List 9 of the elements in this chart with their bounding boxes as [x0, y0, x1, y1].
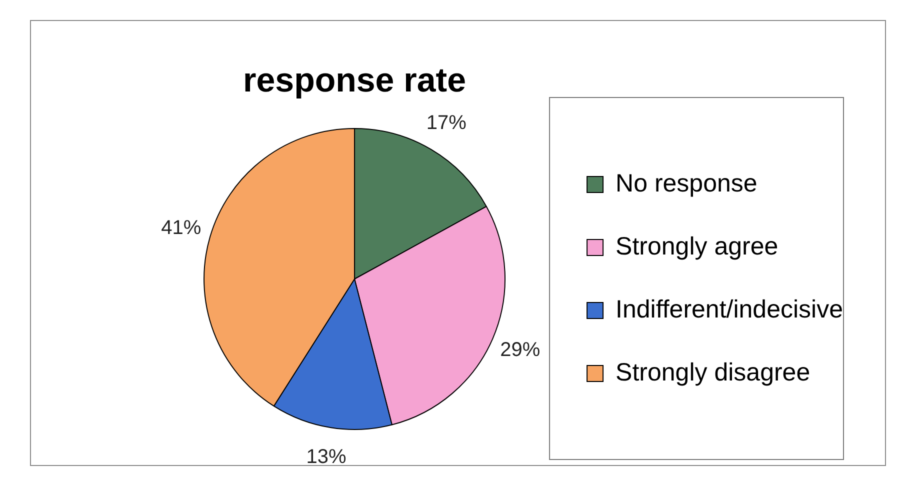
- data-label: 41%: [161, 217, 202, 240]
- chart-title: response rate: [243, 61, 466, 100]
- data-label: 17%: [426, 112, 467, 134]
- data-label: 13%: [306, 446, 347, 468]
- legend-label: Strongly disagree: [616, 358, 810, 386]
- legend-label: No response: [616, 169, 758, 198]
- legend-label: Indifferent/indecisive: [616, 295, 844, 324]
- legend-label: Strongly agree: [616, 232, 778, 260]
- data-label: 29%: [500, 339, 540, 362]
